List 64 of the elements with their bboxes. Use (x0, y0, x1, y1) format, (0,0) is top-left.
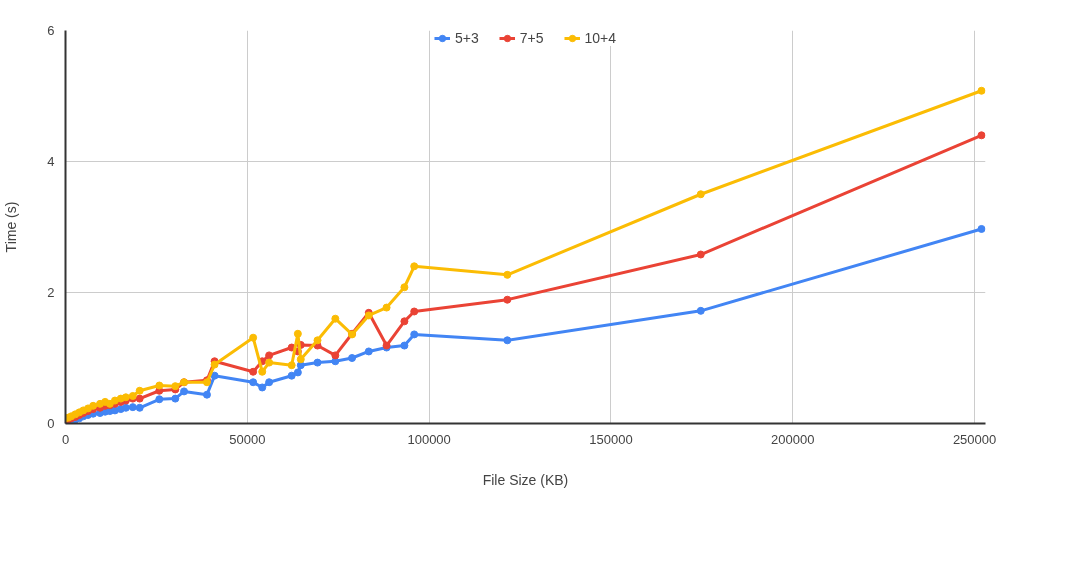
y-tick-label: 6 (47, 23, 55, 38)
point (696, 250, 705, 259)
point (313, 336, 322, 345)
point (155, 395, 164, 404)
x-axis-title: File Size (KB) (482, 471, 569, 488)
point (249, 378, 258, 387)
x-tick-label: 0 (61, 431, 70, 447)
point (503, 336, 512, 345)
y-tick-label: 2 (47, 285, 55, 300)
point (171, 394, 180, 403)
x-tick-label: 150000 (589, 431, 633, 447)
point (265, 378, 274, 387)
point (977, 86, 986, 95)
point (180, 387, 189, 396)
y-tick-label: 0 (47, 416, 55, 431)
x-tick-label: 100000 (407, 431, 451, 447)
x-tick-label: 200000 (771, 431, 815, 447)
point (313, 358, 322, 367)
point (89, 401, 98, 410)
point (287, 361, 296, 370)
point (249, 367, 258, 376)
legend-label: 10+4 (584, 30, 617, 46)
point (400, 283, 409, 292)
point (265, 358, 274, 367)
point (287, 371, 296, 380)
point (265, 351, 274, 360)
point (121, 403, 130, 412)
point (258, 383, 267, 392)
legend-label: 7+5 (519, 30, 544, 46)
point (249, 333, 258, 342)
point (410, 307, 419, 316)
point (503, 270, 512, 279)
point (977, 131, 986, 140)
point (977, 224, 986, 233)
point (382, 303, 391, 312)
point (331, 357, 340, 366)
point (410, 330, 419, 339)
point (696, 306, 705, 315)
point (364, 347, 373, 356)
point (400, 317, 409, 326)
point (135, 386, 144, 395)
point (155, 381, 164, 390)
point (331, 351, 340, 360)
point (135, 394, 144, 403)
point (503, 295, 512, 304)
point (296, 355, 305, 364)
point (293, 329, 302, 338)
point (696, 190, 705, 199)
point (128, 403, 137, 412)
y-tick-label: 4 (47, 154, 55, 169)
point (258, 367, 267, 376)
point (135, 403, 144, 412)
legend-label: 5+3 (454, 30, 479, 46)
point (348, 354, 357, 362)
point (210, 371, 219, 380)
point (331, 314, 340, 323)
y-axis-title: Time (s) (3, 201, 20, 253)
point (293, 368, 302, 377)
point (202, 390, 211, 399)
x-tick-label: 250000 (952, 431, 997, 447)
x-tick-label: 50000 (229, 431, 266, 447)
point (296, 361, 305, 370)
point (400, 341, 409, 350)
point (410, 262, 419, 271)
